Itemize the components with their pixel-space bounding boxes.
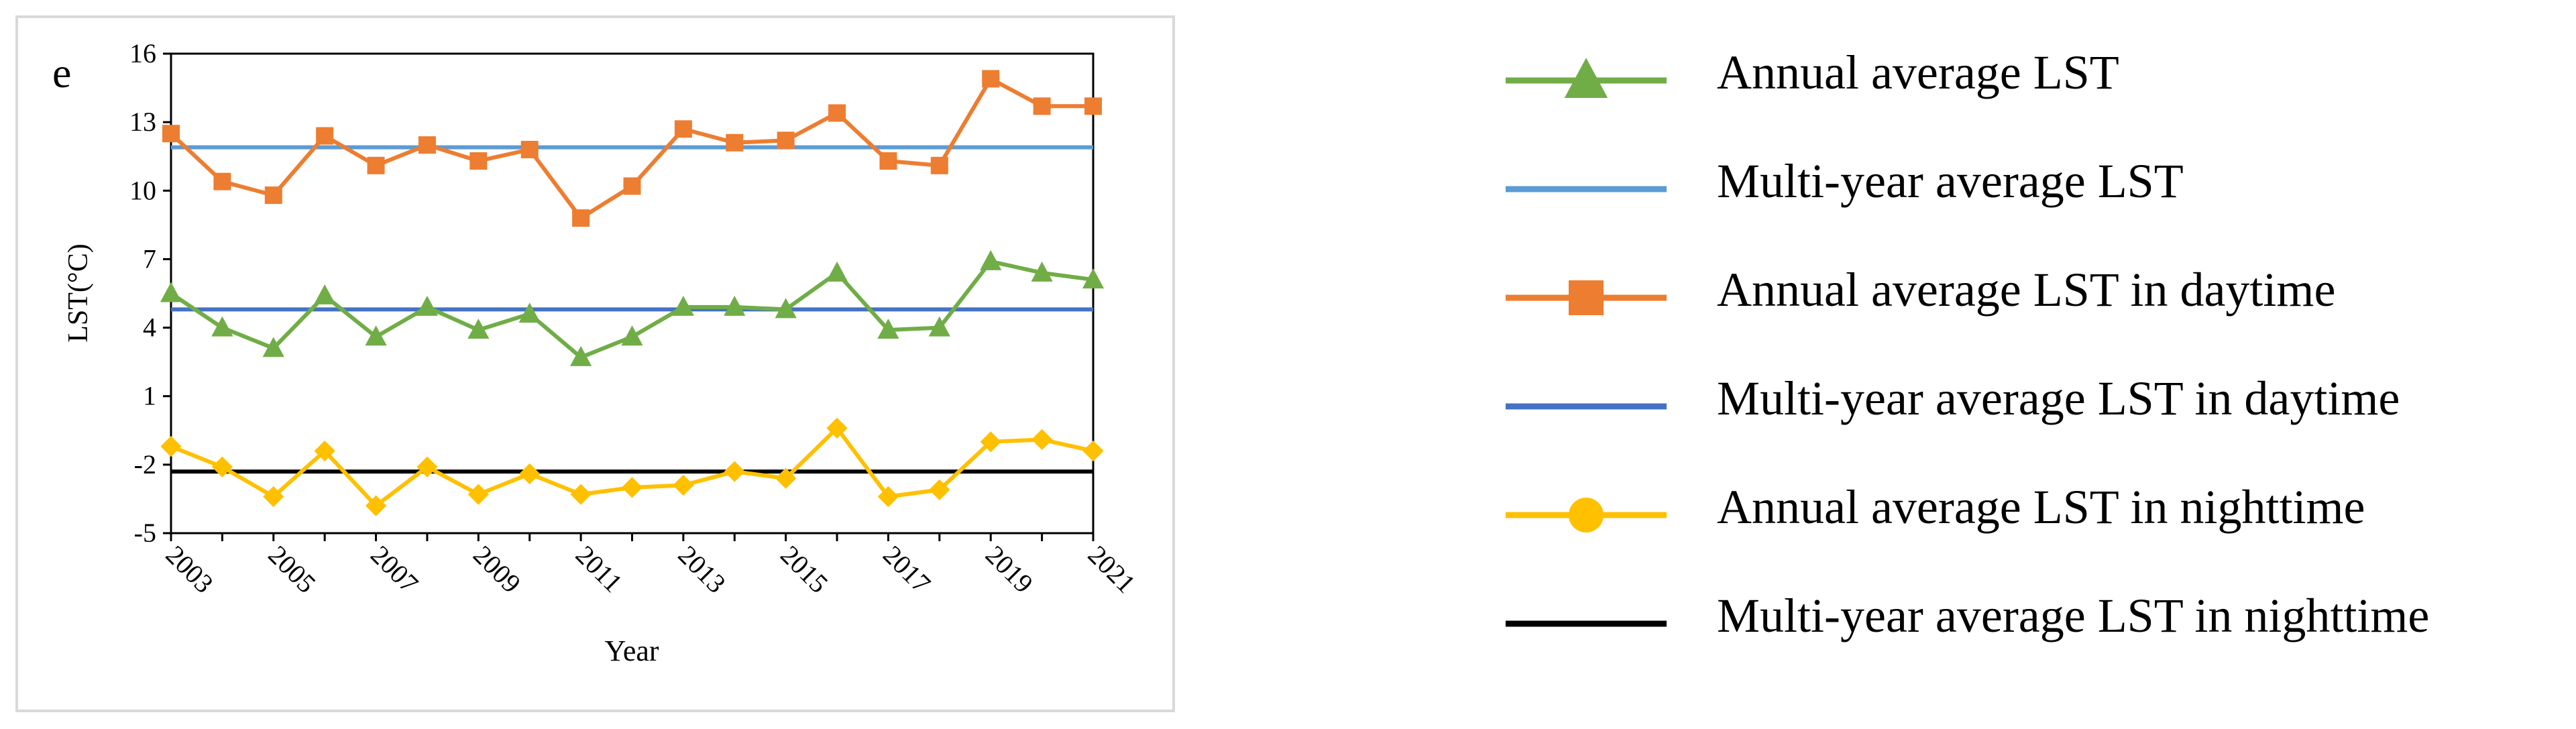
legend-swatch [1506, 498, 1667, 532]
data-point [1031, 429, 1053, 451]
data-point [621, 325, 643, 346]
data-point [572, 209, 590, 227]
legend-marker [1564, 58, 1608, 98]
y-axis-label: LST(°C) [63, 243, 94, 342]
data-point [367, 156, 385, 174]
data-point [623, 177, 641, 195]
data-point [724, 296, 746, 316]
legend-swatch [1506, 403, 1667, 410]
legend-label: Multi-year average LST in nighttime [1717, 589, 2430, 642]
data-point [570, 484, 592, 505]
data-point [263, 486, 284, 508]
legend-label: Annual average LST in nighttime [1717, 480, 2365, 534]
data-point [365, 325, 387, 346]
legend-label: Annual average LST in daytime [1717, 263, 2336, 317]
y-axis: -5 -2 1 4 7 10 13 16 [129, 38, 171, 548]
data-point [982, 70, 1000, 88]
data-point [162, 125, 180, 143]
data-point [1082, 440, 1104, 462]
chart-frame [15, 15, 1175, 712]
data-point [211, 456, 233, 478]
data-point [416, 296, 439, 316]
y-tick-label: 7 [143, 243, 156, 274]
y-tick-label: 16 [129, 38, 156, 68]
legend-marker [1569, 280, 1604, 315]
data-point [418, 136, 436, 154]
y-tick-label: 10 [129, 175, 156, 205]
data-point [1084, 97, 1102, 115]
legend-item-annual-average-lst-in-daytime: Annual average LST in daytime [1502, 244, 2569, 325]
data-point [879, 152, 897, 170]
data-point [467, 484, 489, 505]
data-point [518, 302, 541, 323]
legend-swatch [1506, 620, 1667, 627]
data-point [467, 319, 490, 339]
y-tick-label: -5 [134, 518, 156, 548]
y-tick-label: -2 [134, 449, 156, 480]
data-point [980, 431, 1001, 453]
data-point [1082, 268, 1105, 289]
data-point [928, 316, 950, 337]
data-point [726, 133, 744, 152]
data-point [929, 479, 950, 500]
data-point [1031, 261, 1053, 282]
data-point [775, 467, 797, 489]
y-tick-label: 4 [143, 313, 156, 343]
data-point [1033, 97, 1051, 115]
data-point [930, 156, 948, 174]
data-point [569, 345, 592, 366]
legend-label: Multi-year average LST in daytime [1717, 372, 2400, 425]
series-annual-average-lst [160, 249, 1105, 366]
data-point [262, 337, 284, 357]
data-point [673, 474, 694, 496]
legend-item-multi-year-average-lst: Multi-year average LST [1502, 135, 2569, 216]
data-point [724, 461, 745, 482]
y-tick-label: 1 [143, 381, 156, 411]
data-point [621, 477, 643, 498]
data-point [980, 249, 1002, 270]
data-point [672, 296, 695, 316]
series-layer [160, 70, 1105, 516]
data-point [264, 186, 282, 205]
data-point [775, 298, 797, 319]
data-point [826, 417, 848, 439]
data-point [314, 284, 336, 304]
data-point [877, 486, 899, 508]
y-tick-label: 13 [129, 107, 156, 137]
data-point [160, 282, 182, 302]
legend-item-annual-average-lst-in-nighttime: Annual average LST in nighttime [1502, 461, 2569, 542]
series-annual-average-lst-in-daytime [162, 70, 1102, 227]
data-point [365, 495, 387, 516]
data-point [211, 316, 233, 337]
data-point [826, 261, 848, 282]
data-point [314, 440, 335, 462]
data-point [828, 104, 846, 122]
legend-item-multi-year-average-lst-in-daytime: Multi-year average LST in daytime [1502, 353, 2569, 433]
legend-swatch [1506, 58, 1667, 98]
data-point [519, 463, 541, 485]
data-point [674, 120, 692, 138]
legend-item-multi-year-average-lst-in-nighttime: Multi-year average LST in nighttime [1502, 570, 2569, 651]
panel-label: e [52, 49, 71, 97]
legend-item-annual-average-lst: Annual average LST [1502, 27, 2569, 107]
legend-label: Multi-year average LST [1717, 154, 2184, 208]
data-point [777, 131, 795, 150]
legend-swatch [1506, 280, 1667, 315]
legend-swatch [1506, 186, 1667, 192]
data-point [160, 436, 182, 457]
series-annual-average-lst-in-nighttime [160, 417, 1104, 516]
data-point [877, 319, 899, 339]
data-point [469, 152, 488, 170]
data-point [416, 456, 438, 478]
data-point [213, 172, 231, 190]
data-point [316, 127, 334, 145]
legend-marker [1569, 498, 1604, 532]
legend-label: Annual average LST [1717, 46, 2119, 99]
x-axis-label: Year [604, 634, 659, 667]
data-point [520, 141, 539, 158]
